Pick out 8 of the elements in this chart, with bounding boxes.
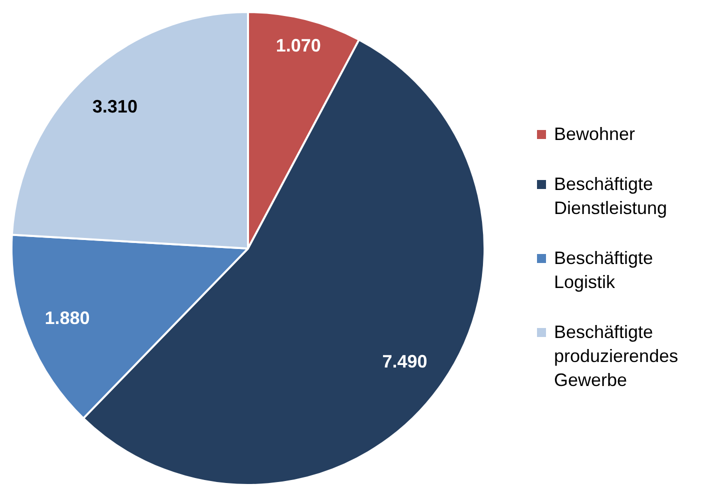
data-label: 7.490 bbox=[382, 352, 428, 372]
legend-label: Beschäftigte Dienstleistung bbox=[554, 173, 668, 220]
legend-label: Bewohner bbox=[554, 123, 636, 146]
data-label: 3.310 bbox=[92, 96, 138, 116]
data-label: 1.070 bbox=[276, 36, 321, 56]
legend-label: Beschäftigte Logistik bbox=[554, 247, 654, 294]
legend-label: Beschäftigte produzierendes Gewerbe bbox=[554, 321, 680, 392]
data-label: 1.880 bbox=[44, 308, 90, 328]
